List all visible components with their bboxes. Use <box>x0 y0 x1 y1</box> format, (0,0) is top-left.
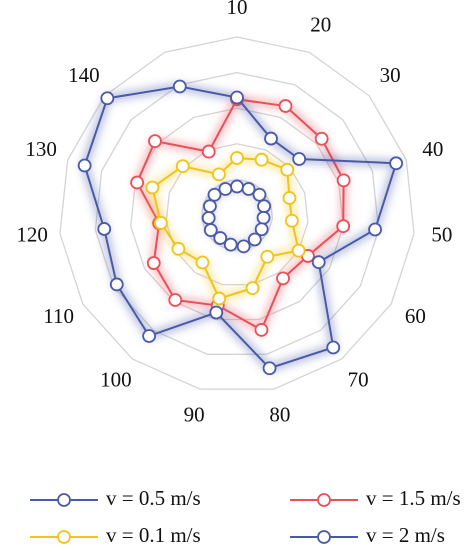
category-label: 90 <box>184 402 205 426</box>
data-point <box>336 173 351 188</box>
grid-ring <box>94 71 380 355</box>
series-line <box>83 85 398 370</box>
category-label: 80 <box>269 402 290 426</box>
series-line <box>151 157 300 300</box>
data-point <box>241 182 256 196</box>
data-point <box>314 131 329 146</box>
data-point <box>207 187 222 202</box>
data-point <box>245 281 260 296</box>
legend-label: v = 1.5 m/s <box>366 486 461 510</box>
data-point <box>230 151 244 165</box>
data-point <box>142 329 157 343</box>
category-label: 140 <box>68 63 100 87</box>
data-point <box>175 159 190 174</box>
data-point <box>236 239 251 254</box>
data-point <box>256 210 271 225</box>
data-point <box>172 79 187 94</box>
category-label: 130 <box>25 137 57 161</box>
data-point <box>203 199 217 214</box>
legend-marker <box>57 530 71 544</box>
data-point <box>148 134 162 149</box>
data-point <box>311 255 326 270</box>
data-point <box>282 191 297 205</box>
data-point <box>326 340 341 355</box>
legend-marker <box>317 493 331 507</box>
category-label: 50 <box>431 222 452 246</box>
category-label: 110 <box>43 304 74 328</box>
data-point <box>292 152 307 166</box>
legend-marker <box>57 493 71 507</box>
data-point <box>252 187 267 202</box>
legend-label: v = 2 m/s <box>366 523 445 547</box>
data-point <box>257 199 271 214</box>
legend-label: v = 0.1 m/s <box>106 523 201 547</box>
grid-ring <box>59 36 415 390</box>
data-point <box>262 361 277 376</box>
data-point <box>260 249 275 264</box>
data-point <box>264 131 278 146</box>
data-point <box>146 256 161 270</box>
data-point <box>195 255 210 270</box>
data-point <box>100 91 115 106</box>
data-point <box>201 144 216 159</box>
category-label: 70 <box>348 367 369 391</box>
data-point <box>77 158 92 173</box>
data-point <box>336 219 351 234</box>
data-point <box>278 99 293 113</box>
data-point <box>280 162 295 177</box>
data-point <box>223 237 238 252</box>
data-point <box>254 222 269 237</box>
data-point <box>254 323 269 337</box>
category-label: 120 <box>16 222 48 246</box>
data-point <box>168 293 183 307</box>
data-point <box>230 90 244 105</box>
data-point <box>171 241 186 256</box>
legend-label: v = 0.5 m/s <box>106 486 201 510</box>
data-point <box>153 216 168 230</box>
category-label: 100 <box>100 367 132 391</box>
data-point <box>254 152 269 167</box>
data-point <box>97 222 112 236</box>
data-point <box>247 232 262 247</box>
data-point <box>276 271 290 286</box>
data-point <box>291 243 306 258</box>
data-point <box>212 167 226 182</box>
data-point <box>130 175 145 190</box>
data-point <box>218 182 233 196</box>
category-label: 60 <box>405 304 426 328</box>
category-label: 20 <box>310 13 331 37</box>
grid-ring <box>165 143 309 286</box>
legend-marker <box>317 530 331 544</box>
data-point <box>145 180 160 195</box>
data-point <box>368 222 382 237</box>
category-label: 10 <box>227 0 248 19</box>
data-point <box>203 223 218 238</box>
data-point <box>209 305 224 320</box>
category-label: 40 <box>422 137 443 161</box>
data-point <box>109 277 124 292</box>
data-point <box>284 213 299 228</box>
data-point <box>213 231 228 245</box>
data-point <box>212 291 227 306</box>
data-point <box>389 156 404 171</box>
data-point <box>230 179 244 194</box>
data-point <box>201 211 216 225</box>
category-label: 30 <box>380 63 401 87</box>
